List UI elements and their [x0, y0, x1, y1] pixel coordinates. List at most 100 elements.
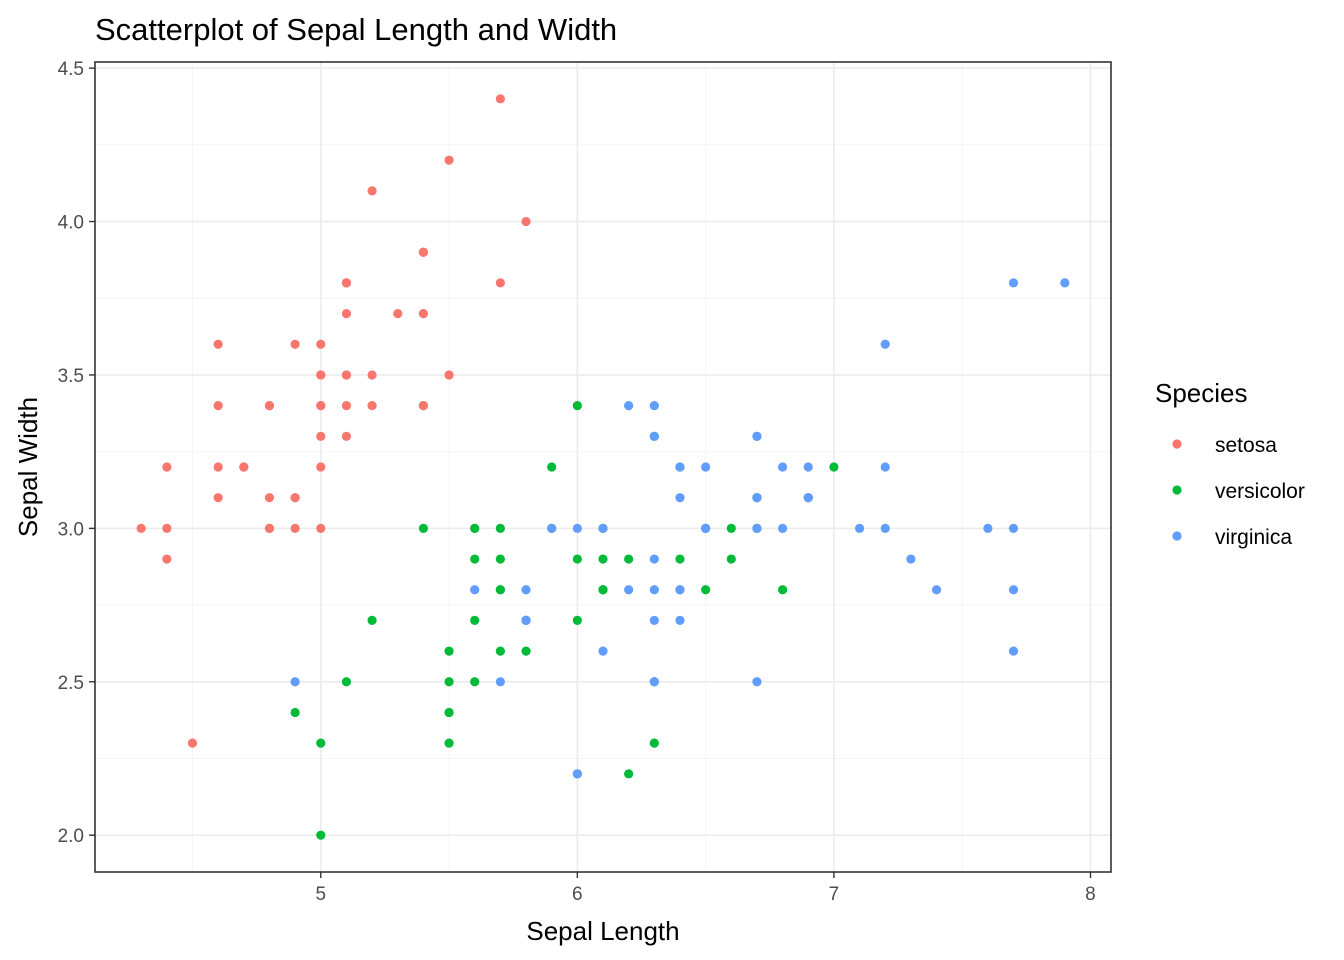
point-setosa	[136, 523, 146, 533]
point-setosa	[341, 431, 352, 441]
point-virginica	[572, 769, 582, 779]
point-setosa	[213, 462, 223, 472]
y-tick-label: 2.0	[58, 826, 84, 847]
point-versicolor	[829, 462, 839, 472]
point-virginica	[778, 462, 788, 472]
point-virginica	[752, 677, 762, 687]
point-setosa	[341, 278, 352, 288]
point-versicolor	[726, 523, 736, 533]
point-setosa	[367, 186, 377, 196]
legend-key-setosa	[1172, 439, 1182, 449]
point-versicolor	[418, 523, 428, 533]
point-versicolor	[726, 554, 736, 564]
point-virginica	[649, 401, 659, 411]
plot-panel-border	[94, 61, 1112, 873]
point-setosa	[316, 462, 326, 472]
point-versicolor	[444, 677, 454, 687]
point-setosa	[264, 523, 275, 533]
point-virginica	[1008, 523, 1019, 533]
y-axis: 2.0 2.5 3.0 3.5 4.0 4.5	[58, 59, 95, 847]
y-axis-title: Sepal Width	[13, 397, 43, 537]
legend-label-versicolor: versicolor	[1215, 480, 1305, 503]
point-versicolor	[598, 585, 608, 595]
point-virginica	[598, 523, 608, 533]
point-virginica	[675, 615, 685, 626]
point-versicolor	[470, 615, 480, 626]
point-versicolor	[444, 707, 454, 718]
y-tick-label: 4.0	[58, 213, 84, 234]
point-versicolor	[495, 523, 505, 533]
legend-label-setosa: setosa	[1215, 434, 1277, 457]
point-setosa	[418, 247, 428, 257]
point-virginica	[290, 677, 300, 687]
point-virginica	[675, 462, 685, 472]
point-virginica	[701, 523, 711, 533]
point-virginica	[931, 585, 942, 595]
point-virginica	[1008, 646, 1019, 656]
point-setosa	[316, 431, 326, 441]
point-virginica	[624, 401, 634, 411]
point-versicolor	[624, 769, 634, 779]
point-virginica	[521, 585, 531, 595]
point-versicolor	[675, 554, 685, 564]
grid-lines	[95, 62, 1111, 872]
point-versicolor	[495, 646, 505, 656]
legend-key-versicolor	[1172, 485, 1182, 495]
point-setosa	[367, 401, 377, 411]
data-points	[136, 94, 1070, 840]
point-setosa	[290, 523, 300, 533]
point-setosa	[444, 155, 454, 165]
point-versicolor	[470, 677, 480, 687]
point-setosa	[187, 738, 198, 748]
point-virginica	[649, 615, 659, 626]
point-setosa	[316, 370, 326, 380]
point-versicolor	[572, 554, 582, 564]
point-virginica	[983, 523, 993, 533]
legend-label-virginica: virginica	[1215, 526, 1292, 549]
point-setosa	[418, 401, 428, 411]
y-tick-label: 3.0	[58, 519, 84, 540]
x-axis-title: Sepal Length	[526, 916, 679, 946]
point-versicolor	[470, 523, 480, 533]
point-virginica	[649, 431, 659, 441]
point-virginica	[752, 523, 762, 533]
point-versicolor	[547, 462, 557, 472]
point-setosa	[495, 94, 505, 104]
legend: Species setosa versicolor virginica	[1155, 378, 1305, 549]
point-versicolor	[495, 554, 505, 564]
x-axis: 5 6 7 8	[315, 872, 1096, 905]
point-setosa	[290, 339, 300, 349]
point-virginica	[649, 554, 659, 564]
point-virginica	[649, 677, 659, 687]
point-virginica	[649, 585, 659, 595]
point-virginica	[880, 339, 890, 349]
point-virginica	[752, 431, 762, 441]
point-virginica	[1060, 278, 1070, 288]
y-tick-label: 3.5	[58, 366, 84, 387]
point-virginica	[547, 523, 557, 533]
point-versicolor	[572, 615, 582, 626]
x-tick-label: 7	[829, 884, 840, 905]
chart-title: Scatterplot of Sepal Length and Width	[95, 12, 617, 47]
point-setosa	[341, 308, 352, 319]
point-setosa	[316, 523, 326, 533]
point-virginica	[778, 523, 788, 533]
point-versicolor	[470, 554, 480, 564]
point-virginica	[598, 646, 608, 656]
point-virginica	[906, 554, 916, 564]
point-versicolor	[341, 677, 352, 687]
x-tick-label: 8	[1085, 884, 1096, 905]
point-virginica	[803, 462, 813, 472]
point-setosa	[264, 493, 275, 503]
point-setosa	[341, 370, 352, 380]
point-versicolor	[367, 615, 377, 626]
point-setosa	[495, 278, 505, 288]
point-setosa	[162, 462, 172, 472]
point-virginica	[1008, 585, 1019, 595]
y-tick-label: 2.5	[58, 673, 84, 694]
point-versicolor	[701, 585, 711, 595]
legend-title: Species	[1155, 378, 1248, 408]
point-versicolor	[290, 707, 300, 718]
point-virginica	[470, 585, 480, 595]
